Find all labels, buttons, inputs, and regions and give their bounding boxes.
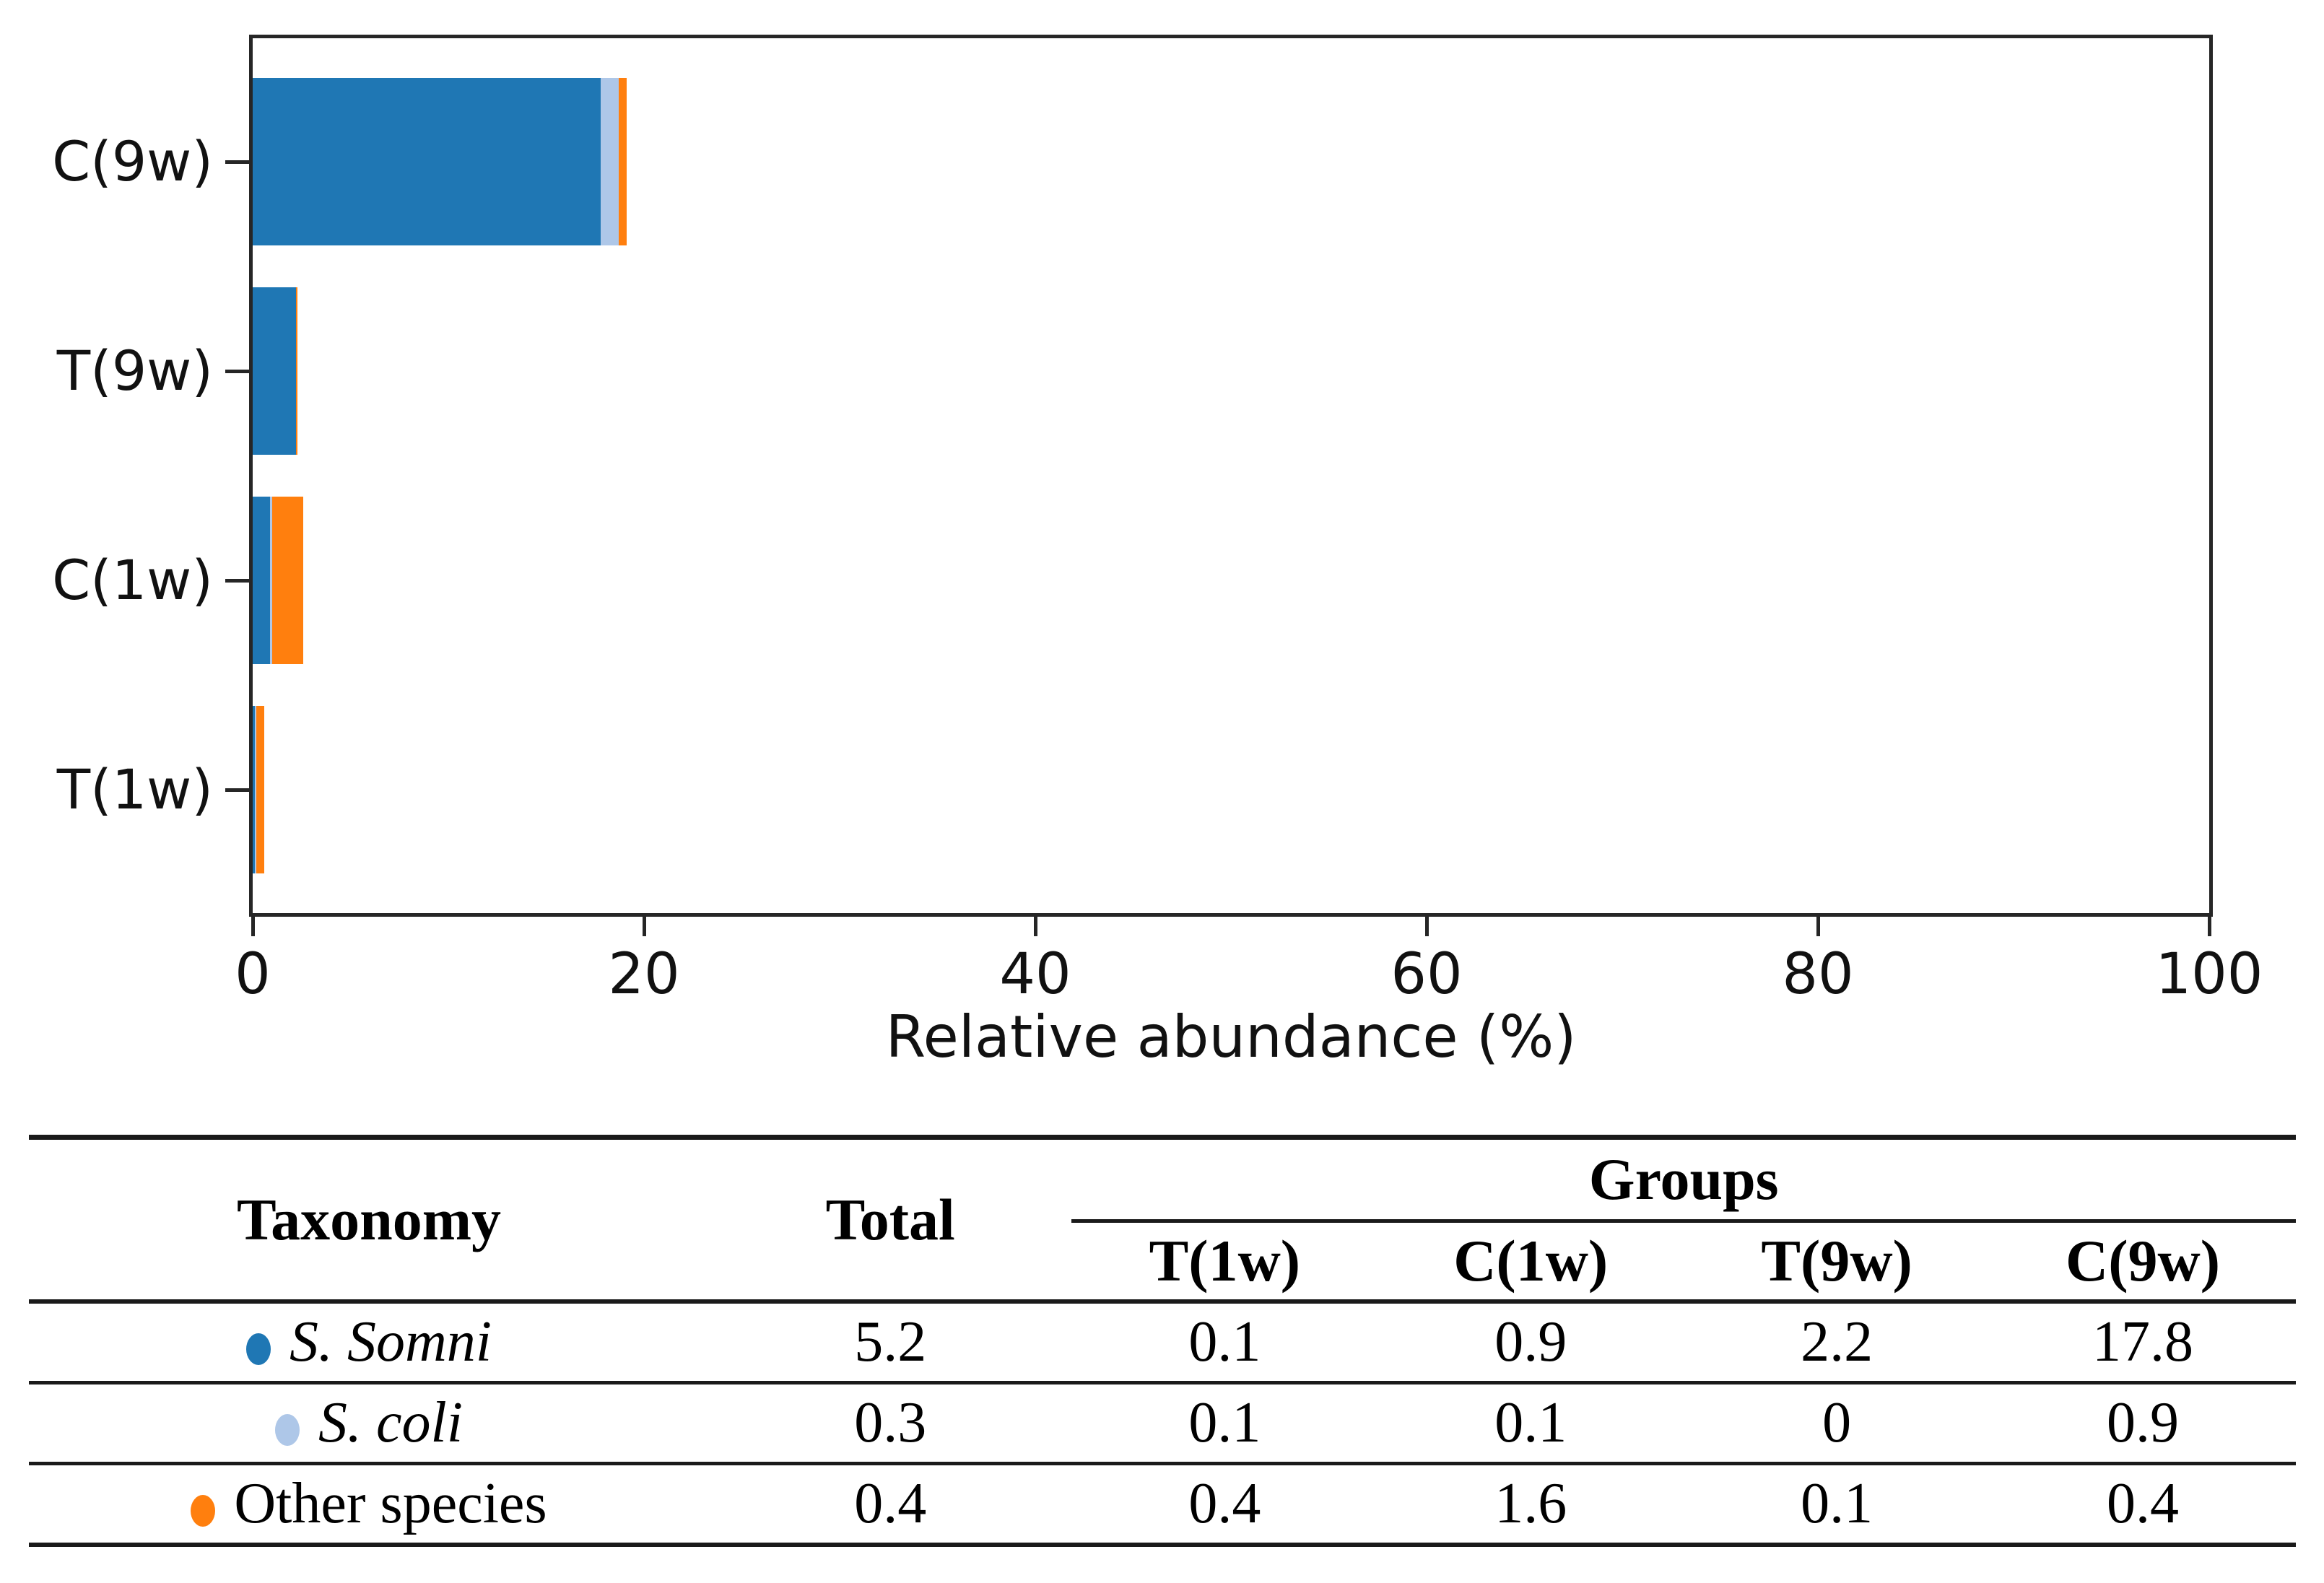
x-tick-60 bbox=[1425, 917, 1429, 936]
value-cell-s-coli-c-1w: 0.1 bbox=[1378, 1382, 1684, 1465]
bar-c-1w bbox=[253, 497, 2209, 665]
bar-segment-s-somni-t-9w bbox=[253, 287, 296, 455]
x-axis-title: Relative abundance (%) bbox=[885, 1003, 1577, 1070]
value-cell-other-species-c-9w: 0.4 bbox=[1990, 1463, 2296, 1547]
col-header-total: Total bbox=[709, 1135, 1072, 1304]
x-tick-label-40: 40 bbox=[999, 942, 1071, 1007]
col-header-t-9w: T(9w) bbox=[1684, 1221, 1990, 1304]
table-head: Taxonomy Total Groups T(1w) C(1w) T(9w) C(9… bbox=[29, 1135, 2296, 1304]
plot-area: C(9w) T(9w) C(1w) T(1w) 0 20 40 60 80 100 bbox=[52, 35, 2263, 1007]
y-tick-label-c-1w: C(1w) bbox=[52, 548, 213, 613]
table-body: S. Somni 5.2 0.1 0.9 2.2 17.8 S. coli 0.3 0.1 0.1… bbox=[29, 1301, 2296, 1547]
col-header-groups: Groups bbox=[1071, 1135, 2296, 1223]
x-tick-40 bbox=[1034, 917, 1037, 936]
y-tick-c-1w bbox=[225, 579, 249, 583]
table-row-other-species: Other species 0.4 0.4 1.6 0.1 0.4 bbox=[29, 1463, 2296, 1547]
bar-t-9w bbox=[253, 287, 2209, 455]
group-header-row: T(1w) C(1w) T(9w) C(9w) bbox=[29, 1221, 2296, 1304]
value-cell-s-somni-c-9w: 17.8 bbox=[1990, 1301, 2296, 1384]
bar-t-1w bbox=[253, 706, 2209, 874]
value-cell-other-species-t-9w: 0.1 bbox=[1684, 1463, 1990, 1547]
y-tick-label-c-9w: C(9w) bbox=[52, 128, 213, 193]
summary-table: Taxonomy Total Groups T(1w) C(1w) T(9w) C(9… bbox=[29, 1135, 2296, 1547]
bar-segment-other-species-c-9w bbox=[618, 77, 627, 245]
value-cell-other-species-t-1w: 0.4 bbox=[1071, 1463, 1378, 1547]
y-tick-t-1w bbox=[225, 788, 249, 793]
taxonomy-cell-s-somni: S. Somni bbox=[29, 1301, 709, 1384]
taxonomy-cell-s-coli: S. coli bbox=[29, 1382, 709, 1465]
value-cell-s-somni-t-9w: 2.2 bbox=[1684, 1301, 1990, 1384]
col-header-t-1w: T(1w) bbox=[1071, 1221, 1378, 1304]
legend-dot-s-somni bbox=[246, 1333, 271, 1365]
bar-segment-s-somni-c-9w bbox=[253, 77, 601, 245]
y-tick-label-t-9w: T(9w) bbox=[56, 338, 213, 403]
value-cell-s-somni-c-1w: 0.9 bbox=[1378, 1301, 1684, 1384]
bar-segment-other-species-t-1w bbox=[256, 706, 265, 874]
bar-segment-other-species-c-1w bbox=[272, 497, 304, 665]
bar-segment-other-species-t-9w bbox=[295, 287, 298, 455]
x-tick-label-60: 60 bbox=[1391, 942, 1463, 1007]
value-cell-s-coli-c-9w: 0.9 bbox=[1990, 1382, 2296, 1465]
table-row-s-coli: S. coli 0.3 0.1 0.1 0 0.9 bbox=[29, 1382, 2296, 1465]
x-tick-100 bbox=[2208, 917, 2211, 936]
y-tick-t-9w bbox=[225, 369, 249, 373]
taxonomy-name: Other species bbox=[234, 1472, 547, 1535]
legend-dot-other-species bbox=[191, 1495, 216, 1527]
legend-dot-s-coli bbox=[275, 1414, 300, 1446]
total-cell-s-coli: 0.3 bbox=[709, 1382, 1072, 1465]
bar-segment-s-somni-t-1w bbox=[253, 706, 255, 874]
total-cell-other-species: 0.4 bbox=[709, 1463, 1072, 1547]
table-row-s-somni: S. Somni 5.2 0.1 0.9 2.2 17.8 bbox=[29, 1301, 2296, 1384]
y-tick-c-9w bbox=[225, 160, 249, 164]
bar-segment-s-coli-t-1w bbox=[254, 706, 257, 874]
total-cell-s-somni: 5.2 bbox=[709, 1301, 1072, 1384]
col-header-c-9w: C(9w) bbox=[1990, 1221, 2296, 1304]
x-tick-80 bbox=[1816, 917, 1820, 936]
value-cell-other-species-c-1w: 1.6 bbox=[1378, 1463, 1684, 1547]
col-header-c-1w: C(1w) bbox=[1378, 1221, 1684, 1304]
value-cell-s-coli-t-1w: 0.1 bbox=[1071, 1382, 1378, 1465]
taxonomy-name: S. coli bbox=[318, 1391, 463, 1455]
x-tick-label-0: 0 bbox=[235, 942, 271, 1007]
x-tick-0 bbox=[251, 917, 255, 936]
value-cell-s-coli-t-9w: 0 bbox=[1684, 1382, 1990, 1465]
bar-segment-s-somni-c-1w bbox=[253, 497, 271, 665]
taxonomy-cell-other-species: Other species bbox=[29, 1463, 709, 1547]
bar-segment-s-coli-c-1w bbox=[270, 497, 273, 665]
taxonomy-name: S. Somni bbox=[290, 1310, 492, 1374]
bar-segment-s-coli-c-9w bbox=[601, 77, 619, 245]
bar-c-9w bbox=[253, 77, 2209, 245]
x-tick-label-100: 100 bbox=[2155, 942, 2263, 1007]
x-tick-label-20: 20 bbox=[608, 942, 680, 1007]
col-header-taxonomy: Taxonomy bbox=[29, 1135, 709, 1304]
x-tick-label-80: 80 bbox=[1782, 942, 1854, 1007]
y-tick-label-t-1w: T(1w) bbox=[56, 757, 213, 822]
x-tick-20 bbox=[643, 917, 646, 936]
value-cell-s-somni-t-1w: 0.1 bbox=[1071, 1301, 1378, 1384]
